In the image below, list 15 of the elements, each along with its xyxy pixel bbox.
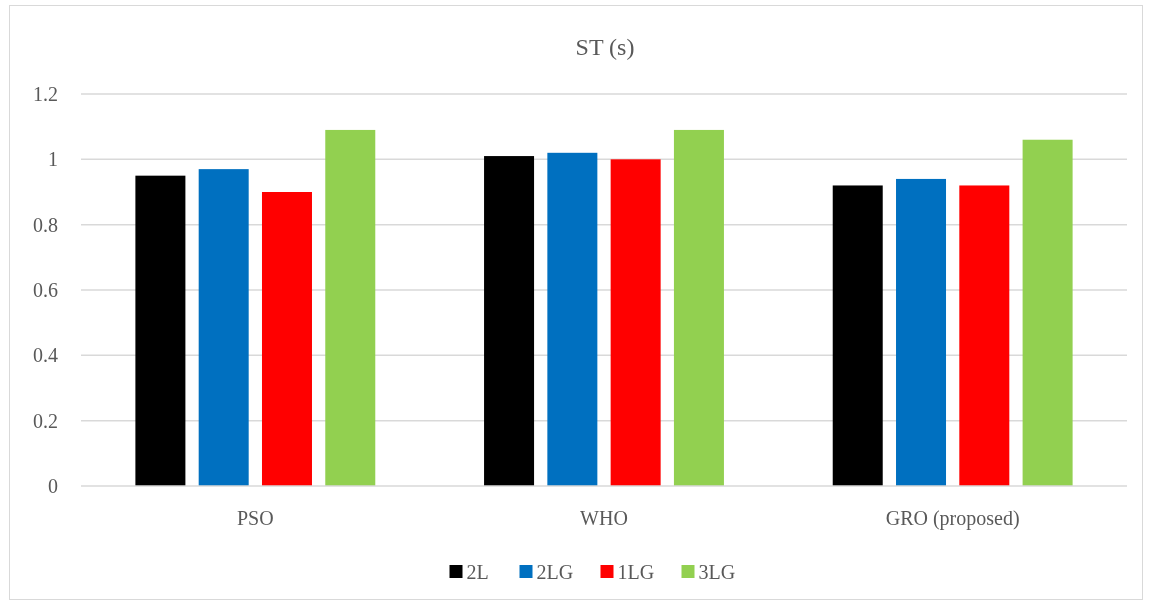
y-tick-label: 0.6 xyxy=(33,279,58,301)
legend-label: 2LG xyxy=(536,561,574,583)
legend-label: 3LG xyxy=(698,561,736,583)
y-tick-label: 1 xyxy=(48,148,58,171)
y-tick-label: 1.2 xyxy=(33,83,58,105)
x-tick-label: GRO (proposed) xyxy=(885,507,1020,530)
chart-title: ST (s) xyxy=(575,34,635,60)
y-tick-label: 0.8 xyxy=(33,213,58,236)
y-tick-label: 0.2 xyxy=(33,409,58,432)
legend-label: 2L xyxy=(466,561,489,583)
legend-label: 1LG xyxy=(617,561,655,583)
x-tick-label: WHO xyxy=(580,507,628,529)
x-tick-label: PSO xyxy=(236,507,274,529)
y-tick-label: 0 xyxy=(48,475,58,497)
y-tick-label: 0.4 xyxy=(33,344,58,367)
